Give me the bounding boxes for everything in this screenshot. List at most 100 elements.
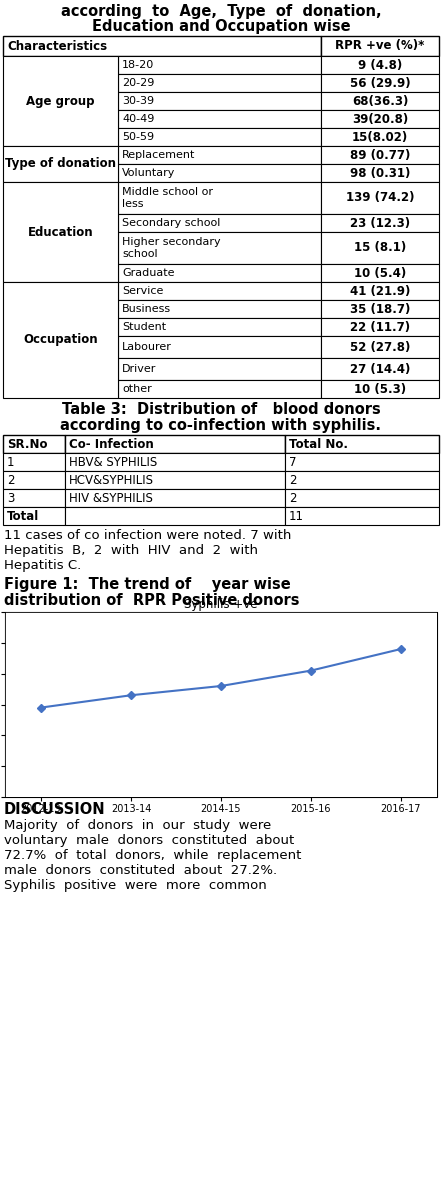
Text: Replacement: Replacement — [122, 150, 195, 159]
Syphilis +ve — [128, 688, 133, 702]
Bar — [321, 92, 439, 109]
Bar — [118, 56, 321, 74]
Text: 56 (29.9): 56 (29.9) — [350, 76, 410, 89]
Text: Labourer: Labourer — [122, 342, 172, 352]
Bar — [65, 489, 285, 507]
Text: SR.No: SR.No — [7, 438, 47, 451]
Text: 9 (4.8): 9 (4.8) — [358, 58, 402, 71]
Bar — [5, 612, 437, 797]
Text: HBV& SYPHILIS: HBV& SYPHILIS — [69, 456, 157, 469]
Bar — [118, 164, 321, 182]
Text: RPR +ve (%)*: RPR +ve (%)* — [335, 39, 425, 52]
Text: 41 (21.9): 41 (21.9) — [350, 284, 410, 298]
Bar — [3, 471, 65, 489]
Text: Driver: Driver — [122, 364, 156, 374]
Bar — [3, 146, 118, 182]
Bar — [3, 507, 65, 525]
Bar — [321, 36, 439, 56]
Bar — [118, 109, 321, 129]
Text: HCV&SYPHILIS: HCV&SYPHILIS — [69, 474, 154, 487]
Text: Syphilis  positive  were  more  common: Syphilis positive were more common — [4, 879, 267, 892]
Text: 39(20.8): 39(20.8) — [352, 113, 408, 125]
Bar — [321, 182, 439, 214]
Bar — [321, 264, 439, 282]
Text: 11: 11 — [289, 509, 304, 522]
Bar — [118, 232, 321, 264]
Text: 15 (8.1): 15 (8.1) — [354, 242, 406, 255]
Bar — [285, 507, 439, 525]
Text: Type of donation: Type of donation — [5, 157, 116, 170]
Bar — [321, 164, 439, 182]
Bar — [321, 214, 439, 232]
Bar — [321, 146, 439, 164]
Bar — [3, 182, 118, 282]
Text: Total No.: Total No. — [289, 438, 348, 451]
Text: 10 (5.4): 10 (5.4) — [354, 267, 406, 280]
Text: 2: 2 — [7, 474, 15, 487]
Text: 139 (74.2): 139 (74.2) — [346, 192, 414, 205]
Text: 15(8.02): 15(8.02) — [352, 131, 408, 144]
Text: Secondary school: Secondary school — [122, 218, 221, 228]
Bar — [321, 300, 439, 318]
Text: Business: Business — [122, 303, 171, 314]
Text: 18-20: 18-20 — [122, 60, 154, 70]
Bar — [321, 380, 439, 397]
Bar — [118, 264, 321, 282]
Text: Hepatitis  B,  2  with  HIV  and  2  with: Hepatitis B, 2 with HIV and 2 with — [4, 544, 258, 557]
Text: 11 cases of co infection were noted. 7 with: 11 cases of co infection were noted. 7 w… — [4, 530, 291, 541]
Title: Syphilis +ve: Syphilis +ve — [184, 597, 258, 610]
Text: 10 (5.3): 10 (5.3) — [354, 382, 406, 395]
Text: 22 (11.7): 22 (11.7) — [350, 320, 410, 333]
Text: according  to  Age,  Type  of  donation,: according to Age, Type of donation, — [61, 4, 381, 19]
Bar — [321, 336, 439, 358]
Bar — [65, 436, 285, 453]
Text: Table 3:  Distribution of   blood donors: Table 3: Distribution of blood donors — [61, 402, 381, 416]
Bar — [321, 282, 439, 300]
Syphilis +ve — [38, 701, 44, 715]
Bar — [321, 318, 439, 336]
Text: according to co-infection with syphilis.: according to co-infection with syphilis. — [61, 418, 381, 433]
Bar — [285, 436, 439, 453]
Bar — [285, 471, 439, 489]
Bar — [118, 214, 321, 232]
Bar — [321, 74, 439, 92]
Syphilis +ve — [218, 678, 224, 693]
Text: Total: Total — [7, 509, 39, 522]
Text: Majority  of  donors  in  our  study  were: Majority of donors in our study were — [4, 819, 271, 832]
Text: Middle school or
less: Middle school or less — [122, 187, 213, 208]
Bar — [285, 453, 439, 471]
Text: 98 (0.31): 98 (0.31) — [350, 167, 410, 180]
Text: 68(36.3): 68(36.3) — [352, 94, 408, 107]
Bar — [65, 471, 285, 489]
Text: 35 (18.7): 35 (18.7) — [350, 302, 410, 315]
Text: distribution of  RPR Positive donors: distribution of RPR Positive donors — [4, 593, 300, 608]
Text: Occupation: Occupation — [23, 333, 98, 346]
Text: HIV &SYPHILIS: HIV &SYPHILIS — [69, 491, 153, 505]
Text: Education and Occupation wise: Education and Occupation wise — [91, 19, 351, 35]
Text: Student: Student — [122, 322, 166, 332]
Bar — [118, 74, 321, 92]
Text: 52 (27.8): 52 (27.8) — [350, 340, 410, 353]
Bar — [321, 129, 439, 146]
Bar — [118, 182, 321, 214]
Text: 72.7%  of  total  donors,  while  replacement: 72.7% of total donors, while replacement — [4, 848, 301, 862]
Text: 3: 3 — [7, 491, 15, 505]
Text: DISCUSSION: DISCUSSION — [4, 802, 106, 818]
Bar — [321, 358, 439, 380]
Bar — [118, 282, 321, 300]
Text: 40-49: 40-49 — [122, 114, 154, 124]
Text: Characteristics: Characteristics — [7, 39, 107, 52]
Text: Co- Infection: Co- Infection — [69, 438, 154, 451]
Bar — [3, 282, 118, 397]
Bar — [321, 232, 439, 264]
Bar — [65, 507, 285, 525]
Text: Higher secondary
school: Higher secondary school — [122, 237, 221, 258]
Text: other: other — [122, 384, 152, 394]
Text: Figure 1:  The trend of    year wise: Figure 1: The trend of year wise — [4, 577, 291, 591]
Text: 30-39: 30-39 — [122, 96, 154, 106]
Text: 27 (14.4): 27 (14.4) — [350, 363, 410, 376]
Line: Syphilis +ve: Syphilis +ve — [38, 646, 404, 710]
Bar — [3, 453, 65, 471]
Bar — [321, 56, 439, 74]
Bar — [3, 489, 65, 507]
